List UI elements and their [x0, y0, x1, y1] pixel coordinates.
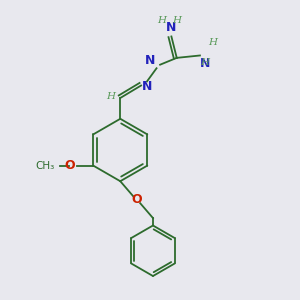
- Text: N: N: [142, 80, 152, 93]
- Text: O: O: [64, 159, 74, 172]
- Text: H: H: [106, 92, 115, 101]
- Text: H: H: [200, 58, 209, 67]
- Text: N: N: [145, 54, 155, 67]
- Text: O: O: [131, 193, 142, 206]
- Text: CH₃: CH₃: [35, 160, 55, 171]
- Text: H: H: [172, 16, 181, 25]
- Text: H: H: [208, 38, 217, 47]
- Text: H: H: [157, 16, 166, 25]
- Text: N: N: [166, 21, 177, 34]
- Text: N: N: [200, 57, 210, 70]
